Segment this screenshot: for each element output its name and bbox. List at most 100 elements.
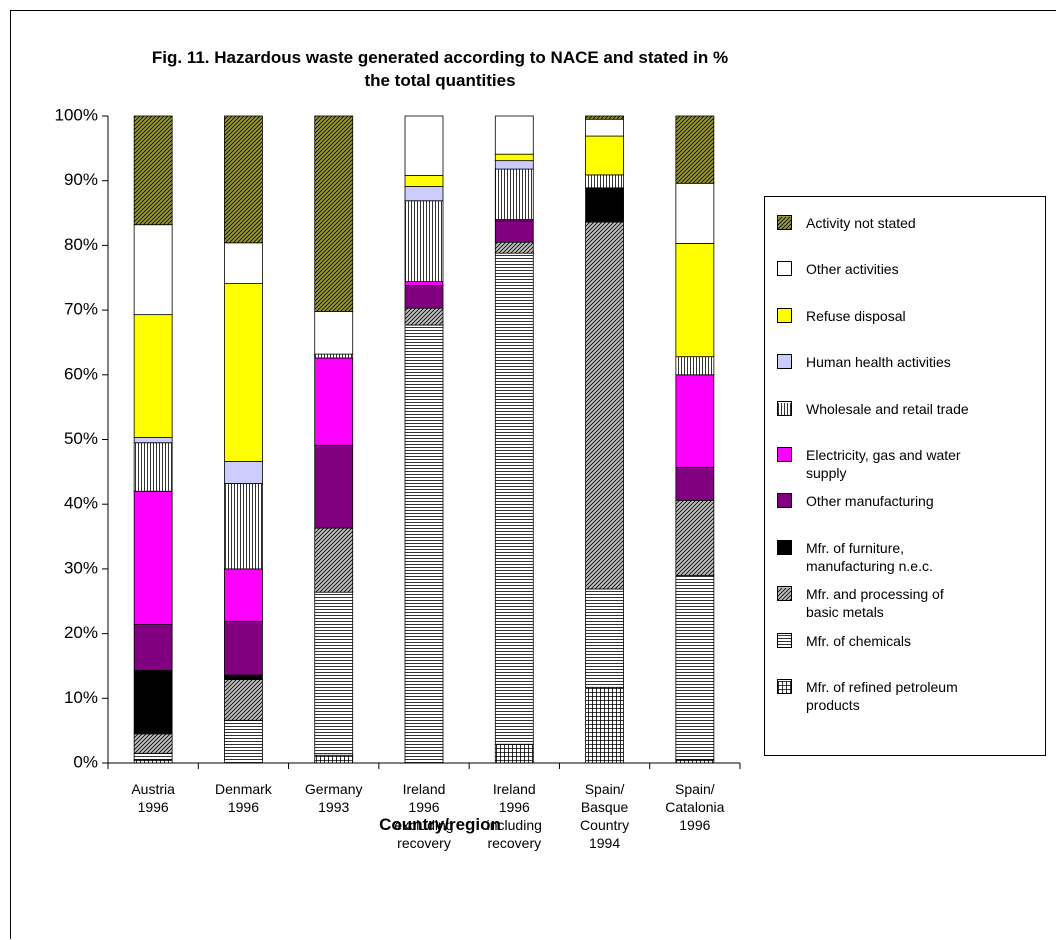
y-tick-label: 30% <box>64 558 98 577</box>
bar-segment <box>494 743 534 764</box>
bar-segment <box>133 442 173 492</box>
x-tick-label: Ireland 1996 excluding recovery <box>394 781 454 851</box>
legend-pattern-fill <box>778 217 791 230</box>
legend-pattern-fill <box>778 681 791 694</box>
legend-label: Human health activities <box>806 354 951 371</box>
x-tick-label: Germany 1993 <box>304 781 363 815</box>
legend-pattern-fill <box>778 588 791 602</box>
y-tick-label: 70% <box>64 300 98 319</box>
legend-swatch <box>777 400 792 416</box>
chart-title: Fig. 11. Hazardous waste generated accor… <box>151 48 729 90</box>
bar-segment <box>314 591 354 756</box>
bar-segment <box>133 733 173 754</box>
legend-label: Mfr. of chemicals <box>806 632 912 649</box>
bar-segment <box>314 527 354 593</box>
legend-pattern <box>778 588 791 602</box>
bar-segment <box>585 174 624 189</box>
y-tick-label: 90% <box>64 170 98 189</box>
bar-segment <box>133 314 173 438</box>
bar-segment <box>133 752 173 761</box>
legend-label: Activity not stated <box>806 215 916 231</box>
bar-segment <box>224 620 263 676</box>
bar-segment <box>133 437 173 444</box>
legend-label: Refuse disposal <box>806 307 906 324</box>
y-tick-label: 0% <box>73 752 98 771</box>
bar-segment <box>133 115 173 226</box>
bar-segment <box>675 356 715 376</box>
bar-segment <box>494 252 534 745</box>
bar-segment <box>585 686 624 764</box>
x-tick-label: Ireland 1996 including recovery <box>486 781 542 851</box>
legend-label: Other manufacturing <box>806 493 934 510</box>
bar-segment <box>404 285 444 309</box>
bar-segment <box>224 719 263 764</box>
bar-segment <box>404 115 444 176</box>
bar-segment <box>224 674 263 680</box>
bar-segment <box>675 115 715 184</box>
legend-pattern-fill <box>778 402 791 416</box>
x-tick-label: Spain/ Basque Country 1994 <box>580 781 630 851</box>
x-tick-label: Spain/ Catalonia 1996 <box>665 781 725 833</box>
legend-swatch <box>777 539 792 555</box>
legend-label: Electricity, gas and water supply <box>806 447 961 481</box>
legend-label: Mfr. of furniture, manufacturing n.e.c. <box>806 539 933 574</box>
legend-swatch <box>777 307 792 323</box>
bar-segment <box>224 115 263 244</box>
bar-segment <box>675 574 715 761</box>
bar-segment <box>224 461 263 484</box>
bar-segment <box>314 754 354 764</box>
y-tick-label: 50% <box>64 429 98 448</box>
legend-swatch <box>777 447 792 462</box>
bar-segment <box>675 182 715 244</box>
y-tick-label: 80% <box>64 235 98 254</box>
legend-pattern-fill <box>778 634 791 648</box>
bar-segment <box>494 160 534 170</box>
bar-segment <box>314 115 354 312</box>
bar-segment <box>133 490 173 625</box>
legend-swatch <box>777 215 792 230</box>
bar-segment <box>494 241 534 254</box>
bar-segment <box>224 483 263 570</box>
bar-segment <box>675 374 715 468</box>
bar-segment <box>133 670 173 735</box>
bar-segment <box>224 283 263 462</box>
bar-segment <box>585 187 624 223</box>
x-axis-title: Country/region <box>379 815 501 834</box>
legend-pattern <box>778 217 791 230</box>
legend-pattern <box>778 634 791 648</box>
bar-segment <box>675 243 715 358</box>
bar-segment <box>404 200 444 283</box>
bar-segment <box>224 242 263 284</box>
bar-segment <box>404 175 444 187</box>
legend-pattern <box>778 681 791 694</box>
x-tick-label: Denmark 1996 <box>215 781 272 815</box>
bar-segment <box>675 499 715 576</box>
legend-swatch <box>777 354 792 370</box>
legend-swatch <box>777 679 792 694</box>
bar-segment <box>224 568 263 622</box>
legend-pattern <box>778 402 791 416</box>
bar-segment <box>585 221 624 590</box>
legend-swatch <box>777 493 792 509</box>
plot-area: 0% 10% 20% 30% 40% 50% 60% 70% 80% 90% 100% <box>55 105 741 771</box>
legend-swatch <box>777 261 792 277</box>
y-tick-label: 20% <box>64 623 98 642</box>
bar-segment <box>133 224 173 316</box>
bar-segment <box>585 135 624 176</box>
y-tick-label: 60% <box>64 364 98 383</box>
legend-swatch <box>777 586 792 602</box>
bar-segment <box>404 186 444 202</box>
bar-segment <box>585 118 624 137</box>
bar-segment <box>314 357 354 446</box>
y-tick-label: 40% <box>64 494 98 513</box>
bar-segment <box>494 168 534 220</box>
bar-segment <box>133 624 173 671</box>
bar-segment <box>585 588 624 688</box>
bar-segment <box>314 444 354 529</box>
legend-label: Mfr. of refined petroleum products <box>806 679 958 713</box>
x-tick-label: Austria 1996 <box>131 781 175 815</box>
bar-segment <box>494 220 534 243</box>
bar-segment <box>494 115 534 155</box>
